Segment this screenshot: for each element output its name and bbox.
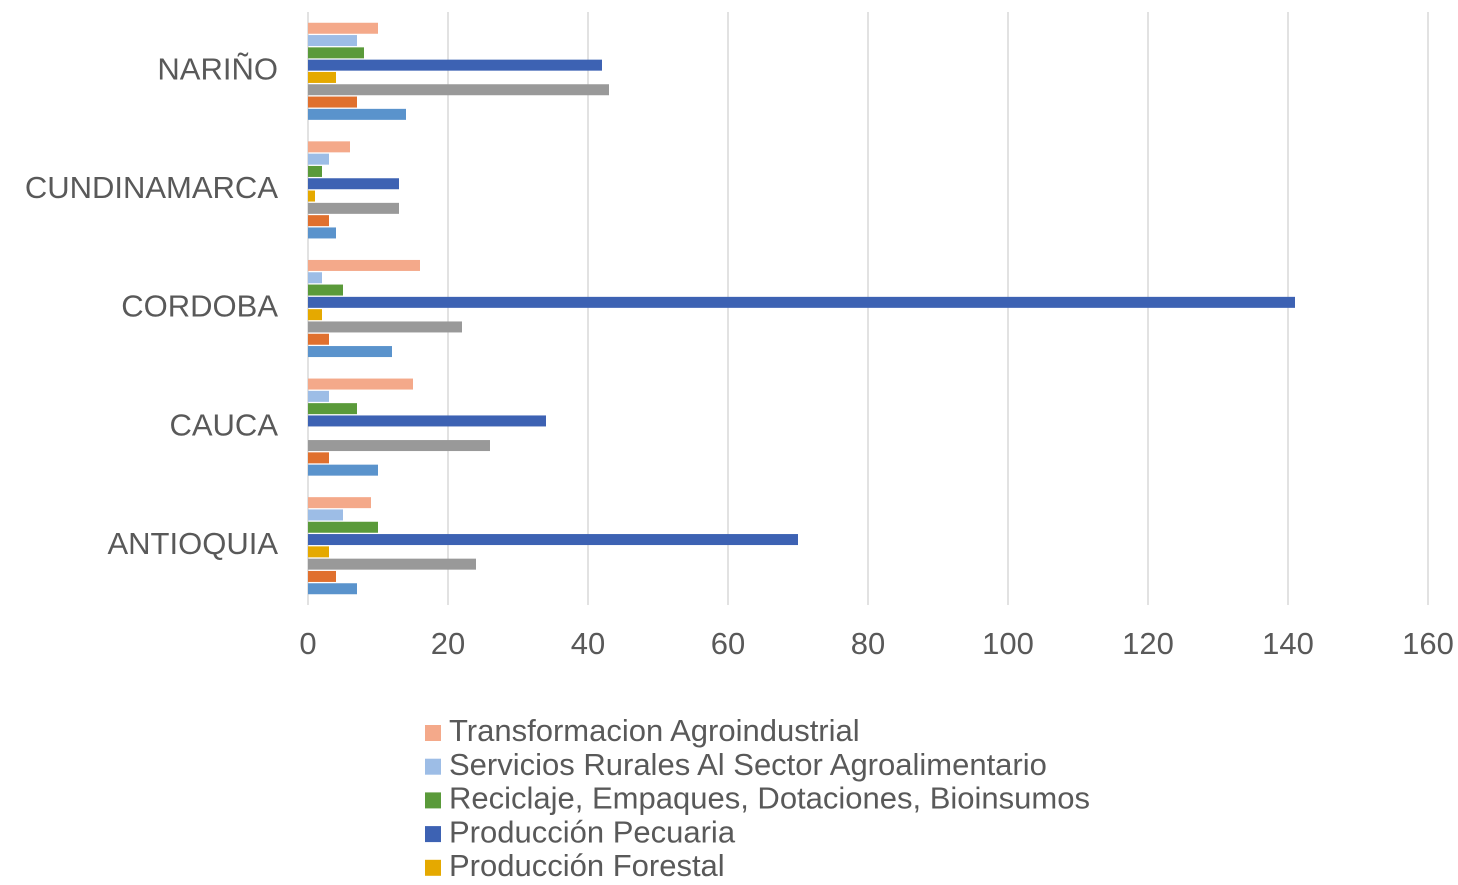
bar <box>308 272 322 284</box>
x-tick-label: 0 <box>299 626 316 661</box>
legend-swatch <box>425 758 441 775</box>
bar <box>308 153 329 165</box>
category-label: CORDOBA <box>121 289 278 324</box>
legend-label: Reciclaje, Empaques, Dotaciones, Bioinsu… <box>449 781 1090 816</box>
x-tick-label: 40 <box>571 626 605 661</box>
x-tick-label: 100 <box>982 626 1034 661</box>
bar <box>308 165 322 177</box>
bar <box>308 108 406 120</box>
bar <box>308 497 371 509</box>
bar <box>308 96 357 108</box>
bar <box>308 71 336 83</box>
bar <box>308 378 413 390</box>
bar <box>308 583 357 595</box>
bar <box>308 534 798 546</box>
bar <box>308 333 329 345</box>
legend-swatch <box>425 725 441 741</box>
bar <box>308 570 336 582</box>
x-tick-label: 20 <box>431 626 465 661</box>
bar <box>308 309 322 321</box>
x-tick-label: 120 <box>1122 626 1174 661</box>
bar <box>308 284 343 296</box>
bar <box>308 415 546 427</box>
bar <box>308 546 329 558</box>
bar <box>308 215 329 227</box>
legend-swatch <box>425 826 441 843</box>
bar <box>308 321 462 333</box>
bar <box>308 190 315 202</box>
category-label: ANTIOQUIA <box>107 526 278 561</box>
bar <box>308 403 357 415</box>
bar <box>308 346 392 358</box>
bar <box>308 47 364 59</box>
bar <box>308 178 399 190</box>
bar <box>308 22 378 34</box>
bar <box>308 440 490 452</box>
bar <box>308 259 420 271</box>
category-label: CAUCA <box>169 407 278 442</box>
legend-label: Producción Pecuaria <box>449 814 736 849</box>
legend-swatch <box>425 859 441 876</box>
x-tick-label: 60 <box>711 626 745 661</box>
bar <box>308 464 378 476</box>
bar <box>308 558 476 570</box>
legend-label: Transformacion Agroindustrial <box>449 713 860 748</box>
legend-label: Producción Forestal <box>449 848 725 883</box>
bar <box>308 452 329 464</box>
bar <box>308 296 1295 308</box>
bar <box>308 509 343 521</box>
bar <box>308 59 602 71</box>
category-label: NARIÑO <box>157 51 278 86</box>
x-tick-label: 140 <box>1262 626 1314 661</box>
bar <box>308 202 399 214</box>
x-tick-label: 160 <box>1402 626 1454 661</box>
bar <box>308 35 357 47</box>
bar <box>308 227 336 239</box>
legend-label: Servicios Rurales Al Sector Agroalimenta… <box>449 747 1047 782</box>
bar <box>308 141 350 153</box>
bar <box>308 84 609 96</box>
legend-swatch <box>425 792 441 809</box>
bar <box>308 521 378 533</box>
category-label: CUNDINAMARCA <box>25 170 279 205</box>
bar <box>308 390 329 402</box>
x-tick-label: 80 <box>851 626 885 661</box>
